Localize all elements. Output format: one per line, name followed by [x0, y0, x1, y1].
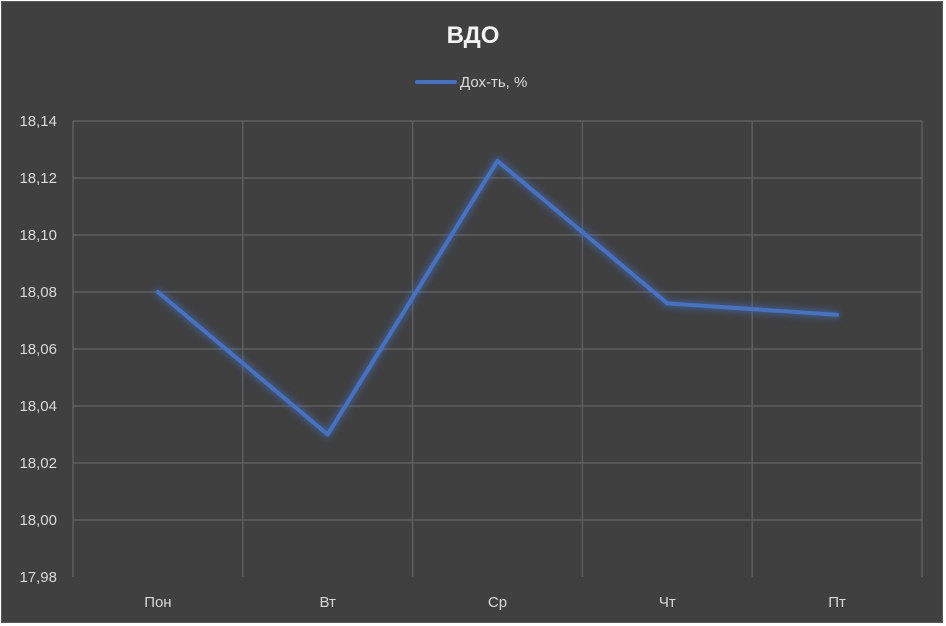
series-yield [155, 158, 840, 437]
data-point [665, 301, 670, 306]
data-point [495, 158, 500, 163]
y-axis-labels: 17,98 18,00 18,02 18,04 18,06 18,08 18,10 18,12… [19, 113, 57, 586]
chart-title: ВДО [447, 22, 500, 49]
x-tick-label: Пт [828, 594, 846, 611]
y-tick-label: 17,98 [19, 569, 57, 586]
series-line [155, 158, 840, 437]
y-tick-label: 18,12 [19, 170, 57, 187]
legend-label-yield: Дох-ть, % [460, 74, 527, 91]
grid [72, 120, 923, 577]
y-tick-label: 18,14 [19, 113, 57, 130]
y-tick-label: 18,08 [19, 284, 57, 301]
x-tick-label: Чт [659, 594, 676, 611]
y-tick-label: 18,04 [19, 398, 57, 415]
y-tick-label: 18,00 [19, 512, 57, 529]
x-tick-label: Вт [320, 594, 337, 611]
data-point [325, 432, 330, 437]
y-tick-label: 18,02 [19, 455, 57, 472]
data-point [835, 312, 840, 317]
x-tick-label: Пон [144, 594, 171, 611]
x-axis-labels: Пон Вт Ср Чт Пт [144, 594, 846, 611]
y-tick-label: 18,10 [19, 227, 57, 244]
y-tick-label: 18,06 [19, 341, 57, 358]
data-point [155, 290, 160, 294]
legend: Дох-ть, % [415, 74, 527, 91]
x-tick-label: Ср [488, 594, 507, 611]
